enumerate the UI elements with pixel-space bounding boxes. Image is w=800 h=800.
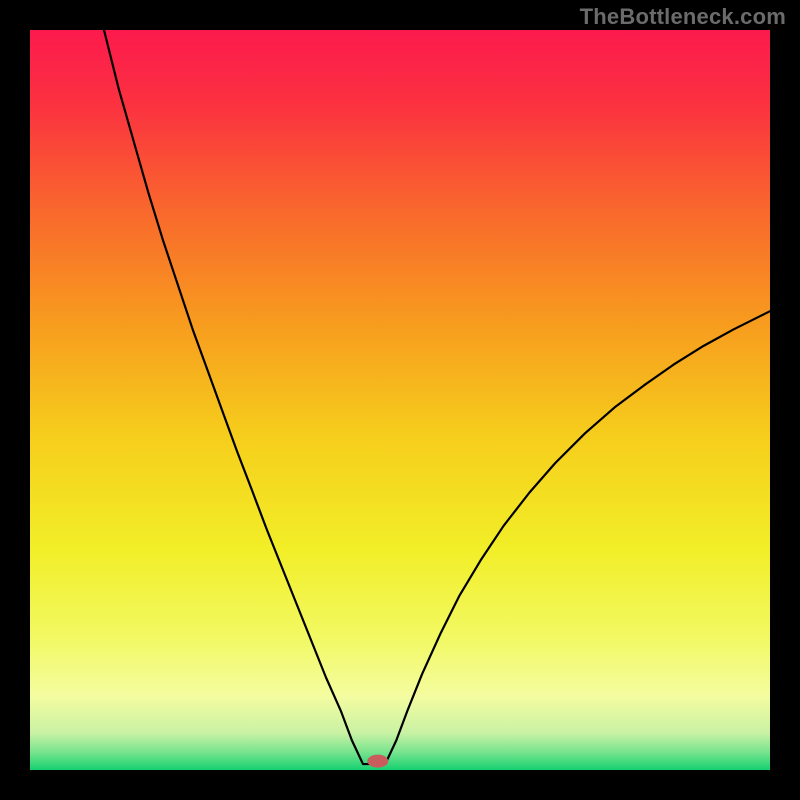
bottleneck-chart-svg (0, 0, 800, 800)
chart-container: TheBottleneck.com (0, 0, 800, 800)
watermark-text: TheBottleneck.com (580, 4, 786, 30)
optimum-marker (368, 755, 388, 767)
chart-gradient-bg (30, 30, 770, 770)
